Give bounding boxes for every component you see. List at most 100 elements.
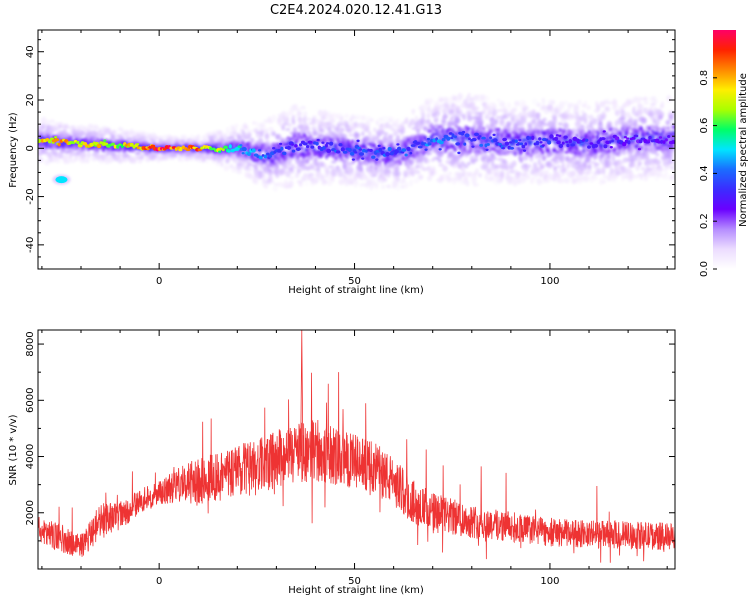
spectrogram-halo-cell [248, 132, 252, 138]
spectrogram-halo-cell [39, 157, 44, 163]
spectrogram-ridge-cell [150, 144, 156, 149]
spectrogram-band-cell [600, 147, 604, 153]
spectrogram-halo-cell [629, 172, 635, 179]
spectrogram-band-cell [348, 142, 352, 146]
spectrogram-halo-cell [561, 172, 565, 177]
spectrogram-band-cell [584, 132, 588, 138]
spectrogram-ridge-cell [504, 141, 510, 146]
spectrogram-halo-cell [382, 177, 388, 183]
spectrogram-band-cell [558, 128, 562, 132]
spectrogram-halo-cell [453, 175, 458, 182]
spectrogram-halo-cell [421, 119, 427, 125]
spectrogram-halo-cell [351, 161, 355, 165]
spectrogram-halo-cell [216, 158, 222, 162]
spectrogram-halo-cell [633, 127, 638, 131]
spectrogram-ridge-cell [471, 137, 477, 142]
spectrogram-halo-cell [409, 118, 416, 126]
spectrogram-halo-cell [400, 184, 406, 189]
spectrogram-ridge-cell [286, 145, 292, 150]
spectrogram-halo-cell [443, 112, 447, 120]
spectrogram-halo-cell [287, 123, 292, 128]
spectrogram-ridge-cell [116, 144, 120, 149]
spectrogram-halo-cell [217, 155, 222, 159]
colorbar-tick-label: 0.6 [699, 118, 710, 134]
spectrogram-halo-cell [254, 178, 259, 185]
spectrogram-ridge-cell [478, 135, 482, 138]
spectrogram-band-cell [595, 135, 599, 140]
spectrogram-halo-cell [388, 139, 396, 143]
spectrogram-halo-cell [581, 150, 587, 158]
spectrogram-halo-cell [565, 178, 570, 184]
spectrogram-halo-cell [196, 134, 201, 141]
spectrogram-halo-cell [385, 121, 390, 129]
spectrogram-halo-cell [414, 170, 421, 175]
spectrogram-halo-cell [273, 182, 280, 186]
spectrogram-halo-cell [62, 125, 69, 129]
spectrogram-halo-cell [487, 105, 493, 112]
spectrogram-halo-cell [547, 152, 552, 157]
spectrogram-band-cell [322, 150, 326, 155]
spectrogram-halo-cell [382, 115, 388, 123]
spectrogram-ridge-cell [514, 139, 518, 143]
spectrogram-halo-cell [453, 146, 458, 150]
spectrogram-halo-cell [506, 102, 511, 110]
spectrogram-ridge-cell [489, 136, 492, 140]
spectrogram-halo-cell [510, 118, 516, 123]
spectrogram-ridge-cell [522, 149, 527, 152]
spectrogram-halo-cell [82, 151, 87, 158]
spectrogram-ridge-cell [417, 145, 423, 149]
spectrogram-ridge-cell [302, 142, 308, 146]
spectrogram-halo-cell [573, 103, 579, 111]
spectrogram-halo-cell [638, 108, 642, 116]
spectrogram-halo-cell [487, 110, 494, 116]
spectrogram-halo-cell [437, 158, 442, 163]
spectrogram-halo-cell [364, 181, 371, 189]
spectrogram-halo-cell [457, 93, 463, 100]
spectrogram-band-cell [479, 150, 483, 155]
spectrogram-halo-cell [547, 165, 552, 169]
spectrogram-halo-cell [292, 127, 298, 133]
spectrogram-halo-cell [570, 114, 576, 119]
spectrogram-ridge-cell [113, 144, 118, 149]
spectrogram-halo-cell [521, 119, 527, 124]
spectrogram-halo-cell [172, 153, 178, 158]
spectrogram-halo-cell [337, 168, 343, 176]
spectrogram-core-layer [38, 130, 675, 184]
spectrogram-band-cell [310, 155, 314, 161]
spectrogram-ridge-cell [307, 140, 313, 144]
spectrogram-halo-cell [261, 172, 266, 177]
spectrogram-halo-cell [44, 159, 50, 166]
spectrogram-ridge-cell [614, 136, 620, 141]
spectrogram-halo-cell [559, 179, 565, 183]
spectrogram-halo-cell [664, 130, 669, 135]
spectrogram-ridge-cell [241, 152, 245, 155]
spectrogram-halo-cell [586, 105, 591, 110]
spectrogram-halo-cell [552, 122, 557, 130]
spectrogram-halo-cell [490, 160, 495, 166]
spectrogram-ridge-cell [234, 146, 240, 151]
spectrogram-halo-cell [224, 165, 230, 171]
spectrogram-halo-cell [415, 164, 420, 169]
spectrogram-halo-cell [346, 128, 353, 133]
spectrogram-halo-cell [230, 153, 235, 159]
spectrogram-halo-cell [478, 114, 483, 118]
spectrogram-ridge-cell [518, 138, 522, 142]
spectrogram-ridge-cell [404, 153, 408, 157]
spectrogram-halo-cell [614, 109, 620, 117]
spectrogram-halo-cell [375, 120, 380, 126]
spectrogram-ridge-cell [662, 140, 666, 144]
spectrogram-halo-cell [178, 155, 185, 163]
spectrogram-band-cell [487, 149, 491, 153]
spectrogram-halo-cell [348, 133, 354, 137]
spectrogram-halo-cell [295, 108, 301, 113]
spectrogram-band-cell [378, 159, 382, 164]
spectrogram-ridge-cell [351, 158, 355, 161]
spectrogram-halo-cell [527, 164, 532, 168]
spectrogram-band-cell [449, 143, 453, 147]
spectrogram-halo-cell [645, 171, 652, 178]
spectrogram-ridge-cell [446, 136, 451, 141]
spectrogram-heatmap [38, 92, 675, 192]
spectrogram-band-cell [308, 152, 312, 156]
spectrogram-ridge-cell [584, 138, 589, 142]
spectrogram-halo-cell [336, 121, 344, 127]
